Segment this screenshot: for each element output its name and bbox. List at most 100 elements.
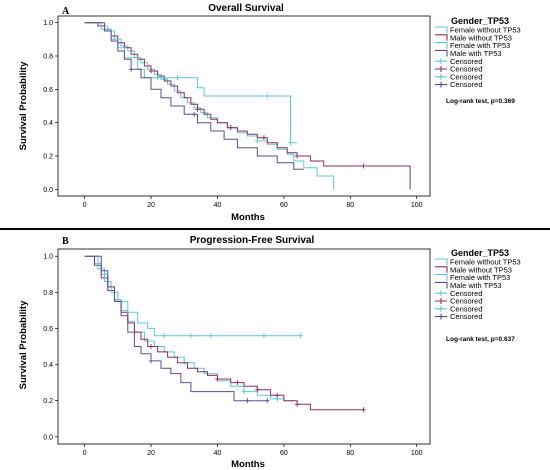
log-rank-test: Log-rank test, p=0.637 (446, 336, 515, 343)
legend-label: Censored (450, 80, 483, 89)
panel-b: B Progression-Free Survival Months Survi… (18, 235, 521, 470)
plot-frame (57, 248, 431, 445)
y-tick-label: 0.0 (43, 187, 53, 194)
censor-mark (188, 333, 194, 339)
censor-mark (255, 387, 260, 393)
panel-label: A (62, 6, 70, 17)
x-axis-title: Months (231, 459, 265, 470)
x-tick-label: 60 (280, 202, 288, 209)
censor-mark (288, 140, 293, 146)
y-tick-label: 0.2 (43, 154, 53, 161)
x-tick-label: 80 (346, 450, 354, 457)
x-tick-label: 20 (147, 202, 155, 209)
legend-line-swatch (435, 42, 448, 49)
legend-censor-swatch (435, 81, 447, 88)
plot-area: 0 20 40 60 80 100 0.0 0.2 0.4 0.6 0.8 1.0 (43, 15, 431, 209)
censor-mark (148, 68, 154, 74)
legend-censor-swatch (435, 290, 447, 297)
legend-label: Censored (450, 304, 483, 313)
y-tick-label: 0.2 (43, 398, 53, 405)
censor-mark (294, 153, 300, 159)
y-tick-label: 0.0 (43, 434, 53, 441)
censor-mark (175, 75, 180, 81)
legend-title: Gender_TP53 (451, 248, 509, 258)
censor-mark (155, 75, 160, 81)
legend-label: Male with TP53 (450, 281, 502, 290)
y-tick-label: 0.6 (43, 326, 53, 333)
x-tick-label: 100 (411, 202, 423, 209)
legend-line-swatch (435, 258, 448, 265)
censor-mark (241, 389, 247, 395)
legend-line-swatch (435, 26, 448, 33)
censor-mark (294, 401, 300, 407)
legend-censor-swatch (435, 66, 447, 72)
x-tick-label: 80 (346, 202, 354, 209)
x-tick-label: 20 (147, 450, 155, 457)
censor-mark (255, 138, 260, 144)
survival-curve-4 (84, 255, 268, 402)
legend-label: Censored (450, 65, 483, 74)
legend-censor-swatch (435, 305, 447, 312)
chart-title: Progression-Free Survival (190, 235, 315, 246)
chart-title: Overall Survival (208, 3, 284, 14)
legend-label: Censored (450, 57, 483, 66)
log-rank-test: Log-rank test, p=0.369 (446, 98, 515, 105)
legend-line-swatch (435, 281, 448, 289)
panel-a: A Overall Survival Months Survival Proba… (18, 3, 521, 223)
x-tick-label: 40 (214, 450, 222, 457)
plot-area: 0 20 40 60 80 100 0.0 0.2 0.4 0.6 0.8 1.0 (43, 248, 431, 457)
y-axis-title: Survival Probability (18, 61, 29, 150)
x-tick-label: 60 (280, 450, 288, 457)
x-tick-label: 0 (83, 202, 87, 209)
censor-mark (208, 333, 213, 339)
legend-label: Female without TP53 (450, 258, 521, 267)
survival-curve-3 (84, 255, 301, 337)
y-axis-title: Survival Probability (18, 300, 29, 389)
censor-mark (361, 163, 366, 169)
y-tick-label: 0.8 (43, 290, 53, 297)
legend-label: Male with TP53 (450, 49, 502, 58)
legend-censor-swatch (435, 58, 447, 65)
x-tick-label: 0 (83, 450, 87, 457)
legend-line-swatch (435, 49, 448, 57)
y-tick-label: 1.0 (43, 254, 53, 261)
censor-mark (148, 344, 154, 349)
legend-label: Censored (450, 297, 483, 306)
survival-curve-4 (84, 22, 304, 170)
y-tick-label: 1.0 (43, 20, 53, 27)
panel-label: B (62, 236, 69, 247)
legend-censor-swatch (435, 73, 447, 80)
censor-mark (228, 125, 233, 131)
survival-curve-1 (84, 255, 294, 402)
censor-mark (275, 392, 280, 398)
survival-curve-2 (84, 255, 364, 411)
y-tick-label: 0.4 (43, 362, 53, 369)
censor-mark (195, 106, 200, 112)
legend-censor-swatch (435, 298, 447, 304)
legend-line-swatch (435, 34, 448, 41)
legend-label: Male without TP53 (450, 265, 512, 274)
y-tick-label: 0.6 (43, 87, 53, 94)
legend-label: Female with TP53 (450, 273, 510, 282)
legend-label: Female with TP53 (450, 41, 510, 50)
y-tick-label: 0.4 (43, 120, 53, 127)
legend-label: Male without TP53 (450, 33, 512, 42)
censor-mark (245, 398, 250, 404)
legend-censor-swatch (435, 313, 447, 320)
survival-curve-1 (84, 22, 335, 190)
plot-frame (57, 15, 431, 197)
x-tick-label: 40 (214, 202, 222, 209)
x-tick-label: 100 (411, 450, 423, 457)
censor-mark (361, 407, 366, 413)
censor-mark (215, 376, 220, 382)
legend-label: Censored (450, 289, 483, 298)
censor-mark (191, 111, 197, 117)
censor-mark (148, 358, 154, 364)
censor-mark (265, 398, 270, 404)
x-axis-title: Months (231, 212, 265, 223)
censor-mark (265, 93, 270, 99)
censor-mark (261, 333, 267, 339)
